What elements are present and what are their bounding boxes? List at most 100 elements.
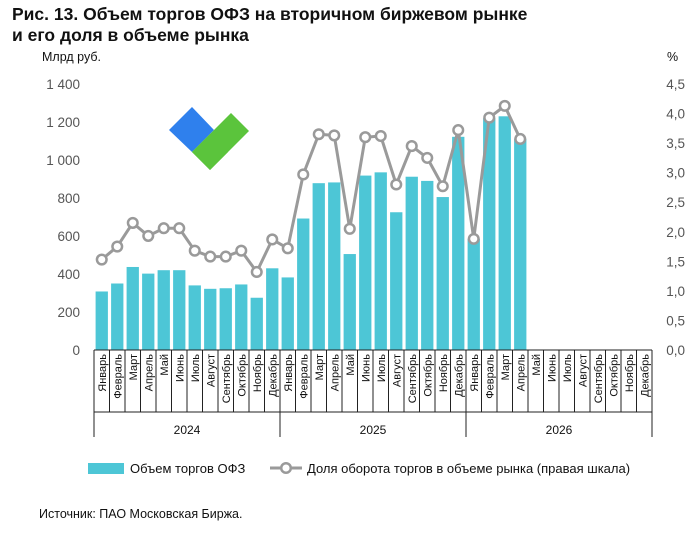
- right-tick-label: 3,5: [666, 136, 685, 151]
- line-point: [126, 216, 139, 229]
- month-label: Апрель: [329, 354, 341, 392]
- line-point: [157, 222, 170, 235]
- bar: [514, 139, 527, 350]
- bar: [436, 197, 449, 350]
- month-label: Сентябрь: [221, 354, 233, 404]
- logo-green-shape-2: [192, 113, 249, 170]
- bar: [266, 268, 279, 350]
- left-tick-label: 0: [72, 343, 80, 358]
- bar: [297, 218, 310, 350]
- bar: [467, 238, 480, 350]
- month-label: Декабрь: [453, 354, 465, 397]
- bar: [111, 283, 124, 350]
- line-point: [436, 180, 449, 193]
- month-label: Август: [391, 354, 403, 387]
- month-label: Май: [159, 354, 171, 376]
- right-tick-label: 2,5: [666, 195, 685, 210]
- line-point: [297, 168, 310, 181]
- month-label: Март: [314, 354, 326, 380]
- line-point: [421, 151, 434, 164]
- month-label: Ноябрь: [252, 354, 264, 392]
- right-tick-label: 2,0: [666, 225, 685, 240]
- month-label: Февраль: [298, 354, 310, 399]
- left-tick-label: 200: [57, 305, 80, 320]
- line-point: [111, 240, 124, 253]
- bar: [359, 175, 372, 350]
- legend-bar-label: Объем торгов ОФЗ: [130, 461, 245, 476]
- right-tick-label: 4,5: [666, 77, 685, 92]
- month-label: Май: [531, 354, 543, 376]
- line-point: [467, 232, 480, 245]
- legend: Объем торгов ОФЗ Доля оборота торгов в об…: [88, 461, 630, 476]
- month-label: Декабрь: [267, 354, 279, 397]
- line-series: [95, 99, 527, 279]
- month-label: Октябрь: [608, 354, 620, 397]
- month-label: Июнь: [546, 354, 558, 382]
- bar: [142, 273, 155, 350]
- right-axis: % 0,0 0,5 1,0 1,5 2,0 2,5 3,0 3,5 4,0 4,5: [666, 50, 685, 358]
- month-label: Декабрь: [639, 354, 651, 397]
- line-point: [173, 222, 186, 235]
- line-point: [235, 244, 248, 257]
- line-point: [498, 99, 511, 112]
- source-note: Источник: ПАО Московская Биржа.: [39, 507, 243, 521]
- right-tick-label: 3,0: [666, 166, 685, 181]
- bar: [328, 182, 341, 350]
- month-label: Июль: [376, 354, 388, 382]
- line-point: [328, 129, 341, 142]
- bar: [483, 118, 496, 350]
- year-label: 2025: [360, 423, 387, 437]
- left-tick-label: 600: [57, 229, 80, 244]
- month-label: Май: [345, 354, 357, 376]
- line-point: [343, 222, 356, 235]
- bar: [173, 270, 186, 350]
- legend-line-label: Доля оборота торгов в объеме рынка (прав…: [307, 461, 630, 476]
- bar: [452, 136, 465, 350]
- left-axis-label: Млрд руб.: [42, 50, 101, 64]
- left-tick-label: 1 200: [46, 115, 80, 130]
- bar: [157, 270, 170, 350]
- x-axis: Январь Февраль Март Апрель Май Июнь Июль Август…: [93, 349, 653, 437]
- month-label: Февраль: [484, 354, 496, 399]
- chart-title-line-2: и его доля в объеме рынка: [12, 25, 249, 45]
- logo-blue-shape: [169, 107, 214, 152]
- bar: [405, 176, 418, 350]
- right-tick-label: 0,0: [666, 343, 685, 358]
- month-label: Сентябрь: [593, 354, 605, 404]
- month-label: Июнь: [174, 354, 186, 382]
- month-label: Ноябрь: [438, 354, 450, 392]
- month-label: Октябрь: [236, 354, 248, 397]
- year-label: 2026: [546, 423, 573, 437]
- bar: [95, 291, 108, 350]
- right-tick-label: 1,0: [666, 284, 685, 299]
- line-point: [266, 233, 279, 246]
- line-point: [204, 250, 217, 263]
- right-tick-label: 0,5: [666, 313, 685, 328]
- bar: [250, 297, 263, 350]
- bar: [126, 266, 139, 350]
- right-tick-label: 4,0: [666, 107, 685, 122]
- month-label: Март: [500, 354, 512, 380]
- left-tick-label: 800: [57, 191, 80, 206]
- chart-title-line-1: Рис. 13. Объем торгов ОФЗ на вторичном б…: [12, 4, 528, 24]
- month-label: Апрель: [143, 354, 155, 392]
- month-label: Июнь: [360, 354, 372, 382]
- bar: [219, 288, 232, 350]
- year-label: 2024: [174, 423, 201, 437]
- left-axis: Млрд руб. 0 200 400 600 800 1 000 1 200 1 400: [42, 50, 101, 358]
- bar: [312, 183, 325, 350]
- bar: [374, 172, 387, 350]
- month-label: Апрель: [515, 354, 527, 392]
- line-point: [95, 253, 108, 266]
- line-point: [374, 129, 387, 143]
- bar: [204, 288, 217, 350]
- month-label: Октябрь: [422, 354, 434, 397]
- line-point: [483, 111, 496, 124]
- line-point: [219, 250, 232, 263]
- line-point: [390, 178, 403, 191]
- left-tick-label: 1 400: [46, 77, 80, 92]
- bar: [498, 116, 511, 350]
- line-point: [188, 244, 201, 257]
- line-point: [452, 124, 465, 137]
